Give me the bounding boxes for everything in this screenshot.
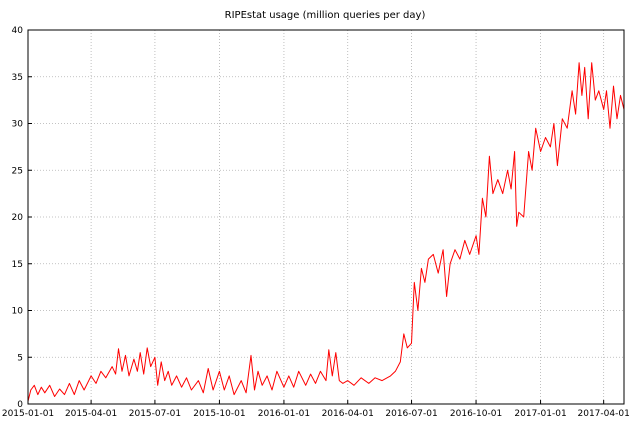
x-tick-label: 2016-10-01 — [450, 409, 502, 419]
y-tick-label: 40 — [12, 26, 24, 36]
x-tick-label: 2015-04-01 — [65, 409, 117, 419]
y-tick-label: 10 — [12, 307, 24, 317]
series-line — [27, 62, 625, 402]
chart-title: RIPEstat usage (million queries per day) — [225, 10, 426, 21]
series-layer — [27, 62, 625, 402]
grid — [28, 30, 624, 404]
axis-ticks: 0 5 10 15 20 25 30 35 40 2015-01-01 2015-04-01 2015… — [2, 26, 630, 419]
y-tick-label: 0 — [17, 400, 23, 410]
y-tick-label: 20 — [12, 213, 24, 223]
x-tick-label: 2015-10-01 — [193, 409, 245, 419]
y-tick-label: 25 — [12, 166, 23, 176]
x-tick-label: 2015-07-01 — [129, 409, 181, 419]
y-tick-label: 15 — [12, 260, 23, 270]
y-tick-label: 30 — [12, 120, 24, 130]
x-tick-label: 2016-04-01 — [322, 409, 374, 419]
x-tick-label: 2017-01-01 — [514, 409, 566, 419]
x-tick-label: 2015-01-01 — [2, 409, 54, 419]
y-tick-label: 35 — [12, 73, 23, 83]
x-tick-label: 2017-04-01 — [578, 409, 630, 419]
x-tick-label: 2016-01-01 — [258, 409, 310, 419]
y-tick-label: 5 — [17, 353, 23, 363]
x-tick-label: 2016-07-01 — [385, 409, 437, 419]
